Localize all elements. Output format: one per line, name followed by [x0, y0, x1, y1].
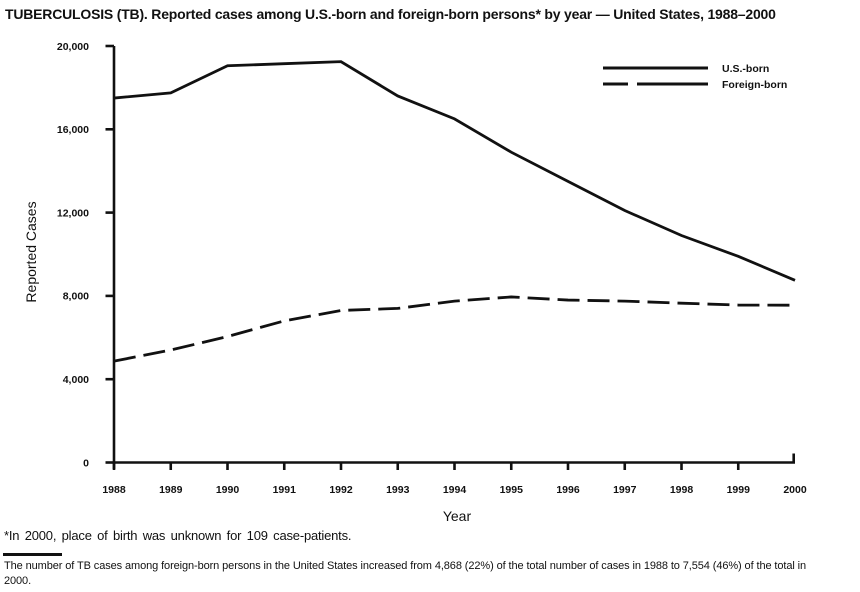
y-tick-label: 20,000 — [57, 41, 89, 53]
x-tick-label: 1996 — [556, 484, 580, 496]
y-tick-label: 0 — [83, 457, 89, 469]
footnote-asterisk: *In 2000, place of birth was unknown for… — [4, 528, 352, 543]
legend-u-s-born-label: U.S.-born — [722, 63, 769, 75]
figure-title: TUBERCULOSIS (TB). Reported cases among … — [5, 6, 776, 22]
x-axis-title: Year — [443, 508, 472, 524]
foreign-born-line — [113, 295, 796, 363]
x-tick-label: 2000 — [783, 484, 807, 496]
u-s-born-line — [113, 60, 796, 282]
y-tick-label: 8,000 — [63, 291, 89, 303]
x-tick-label: 1995 — [500, 484, 524, 496]
x-tick-label: 1998 — [670, 484, 694, 496]
x-tick-label: 1992 — [329, 484, 353, 496]
x-tick-label: 1988 — [102, 484, 126, 496]
footnote-summary: The number of TB cases among foreign-bor… — [4, 560, 807, 587]
y-tick-label: 16,000 — [57, 124, 89, 136]
x-tick-label: 1997 — [613, 484, 637, 496]
y-tick-label: 12,000 — [57, 207, 89, 219]
x-tick-label: 1994 — [443, 484, 467, 496]
y-tick-label: 4,000 — [63, 374, 89, 386]
x-tick-label: 1999 — [727, 484, 751, 496]
y-axis-title: Reported Cases — [23, 201, 39, 302]
x-tick-label: 1989 — [159, 484, 183, 496]
x-tick-label: 1991 — [273, 484, 297, 496]
footnote-divider — [3, 553, 62, 556]
tb-cases-line-chart: 0 4,000 8,000 12,000 16,000 20,000 1988 1989 199… — [23, 41, 807, 524]
legend-foreign-born-label: Foreign-born — [722, 79, 787, 91]
x-tick-label: 1990 — [216, 484, 240, 496]
x-tick-label: 1993 — [386, 484, 410, 496]
